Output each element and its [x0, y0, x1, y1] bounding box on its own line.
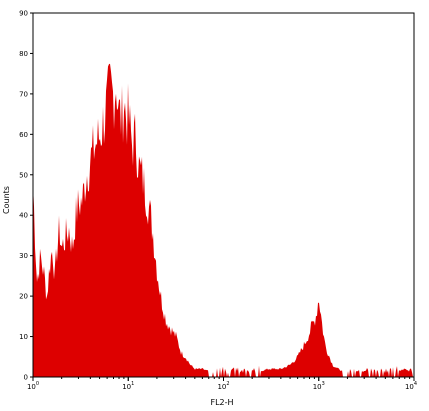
- y-tick-label: 10: [19, 333, 28, 341]
- y-tick-labels: 0 10 20 30 40 50 60 70 80 90: [19, 10, 28, 382]
- x-tick-label: 103: [313, 381, 325, 391]
- x-axis-label: FL2-H: [210, 398, 233, 407]
- y-tick-label: 80: [19, 50, 28, 58]
- x-tick-label: 101: [122, 381, 134, 391]
- x-tick-label: 102: [217, 381, 229, 391]
- y-tick-label: 0: [24, 374, 28, 382]
- x-tick-labels: 100 101 102 103 104: [27, 381, 417, 391]
- tick-layer: [30, 12, 415, 381]
- y-tick-label: 70: [19, 90, 28, 98]
- y-tick-label: 40: [19, 212, 28, 220]
- x-tick-label: 100: [27, 381, 39, 391]
- y-tick-label: 30: [19, 252, 28, 260]
- y-tick-label: 20: [19, 293, 28, 301]
- histogram-area: [33, 63, 414, 377]
- y-tick-label: 90: [19, 10, 28, 18]
- y-tick-label: 50: [19, 171, 28, 179]
- x-tick-label: 104: [405, 381, 417, 391]
- y-axis-label: Counts: [2, 186, 11, 214]
- plot-frame: [32, 12, 415, 378]
- y-tick-label: 60: [19, 131, 28, 139]
